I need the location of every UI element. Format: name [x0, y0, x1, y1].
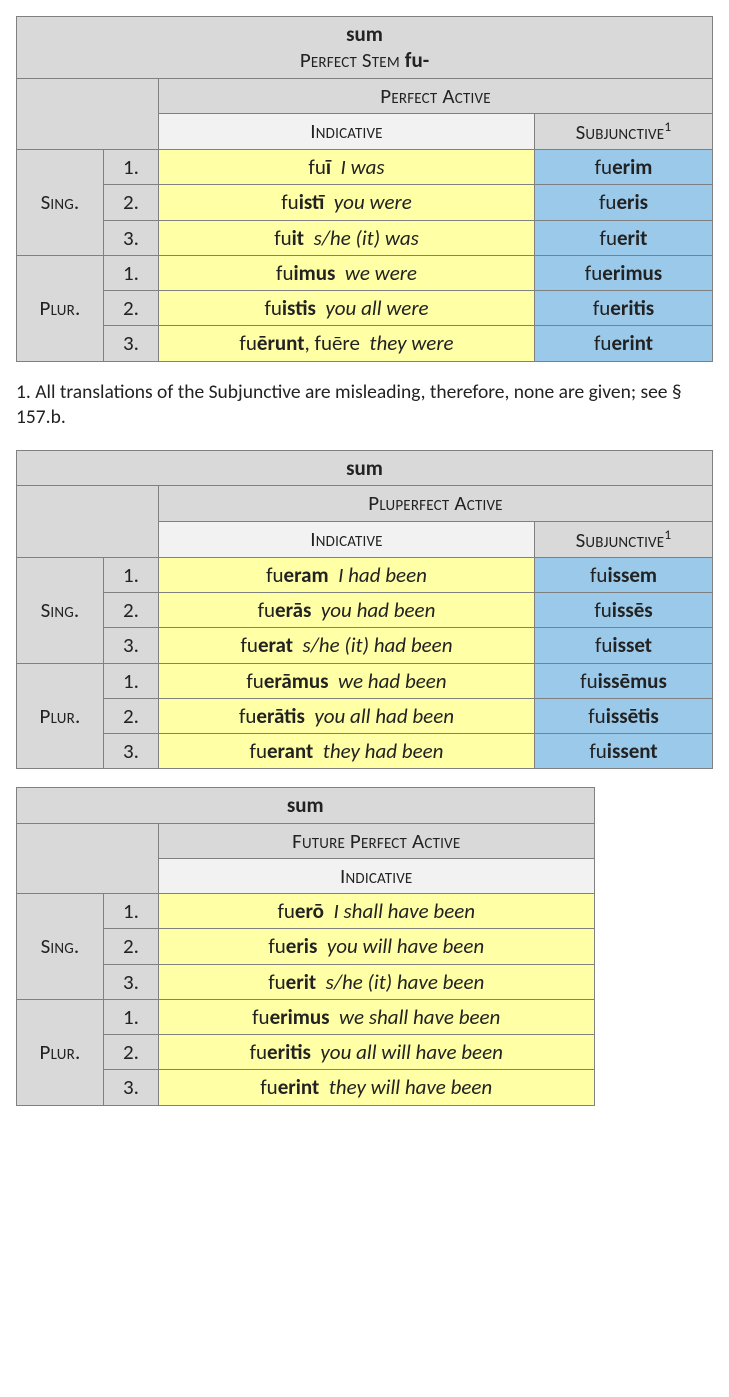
subjunctive-cell: fueritis — [535, 291, 713, 326]
row-num: 3. — [104, 220, 159, 255]
sing-label: Sing. — [17, 150, 104, 256]
tense-header: Pluperfect Active — [159, 486, 713, 521]
row-num: 1. — [104, 999, 159, 1034]
row-num: 2. — [104, 929, 159, 964]
row-num: 1. — [104, 894, 159, 929]
subjunctive-cell: fuissētis — [535, 698, 713, 733]
indicative-cell: fuerimus we shall have been — [159, 999, 595, 1034]
indicative-cell: fuerō I shall have been — [159, 894, 595, 929]
plur-label: Plur. — [17, 255, 104, 361]
subjunctive-cell: fueris — [535, 185, 713, 220]
subjunctive-cell: fuisset — [535, 628, 713, 663]
row-num: 1. — [104, 255, 159, 290]
table1-title: sum Perfect Stem fu- — [17, 17, 713, 79]
indicative-cell: fuistis you all were — [159, 291, 535, 326]
indicative-cell: fuerātis you all had been — [159, 698, 535, 733]
row-num: 3. — [104, 1070, 159, 1105]
indicative-cell: fuerant they had been — [159, 734, 535, 769]
empty-corner — [17, 486, 159, 558]
row-num: 3. — [104, 734, 159, 769]
indicative-cell: fuit s/he (it) was — [159, 220, 535, 255]
indicative-cell: fuerāmus we had been — [159, 663, 535, 698]
title-stem-label: Perfect Stem — [300, 47, 405, 73]
indicative-cell: fuistī you were — [159, 185, 535, 220]
indicative-header: Indicative — [159, 521, 535, 557]
row-num: 3. — [104, 628, 159, 663]
table2-title: sum — [17, 451, 713, 486]
indicative-cell: fuerat s/he (it) had been — [159, 628, 535, 663]
subjunctive-cell: fuerimus — [535, 255, 713, 290]
row-num: 1. — [104, 150, 159, 185]
tense-header: Future Perfect Active — [159, 823, 595, 858]
pluperfect-active-table: sum Pluperfect Active Indicative Subjunc… — [16, 450, 713, 769]
footnote-1: 1. All translations of the Subjunctive a… — [16, 380, 713, 431]
row-num: 2. — [104, 1035, 159, 1070]
indicative-cell: fuī I was — [159, 150, 535, 185]
indicative-cell: fuerit s/he (it) have been — [159, 964, 595, 999]
indicative-header: Indicative — [159, 113, 535, 149]
row-num: 3. — [104, 964, 159, 999]
subjunctive-header: Subjunctive1 — [535, 113, 713, 149]
row-num: 1. — [104, 557, 159, 592]
perfect-active-table: sum Perfect Stem fu- Perfect Active Indi… — [16, 16, 713, 362]
row-num: 2. — [104, 291, 159, 326]
row-num: 2. — [104, 593, 159, 628]
subjunctive-cell: fuerint — [535, 326, 713, 361]
indicative-cell: fuimus we were — [159, 255, 535, 290]
row-num: 3. — [104, 326, 159, 361]
subjunctive-cell: fuissēmus — [535, 663, 713, 698]
plur-label: Plur. — [17, 999, 104, 1105]
subjunctive-cell: fuissem — [535, 557, 713, 592]
subjunctive-cell: fuerit — [535, 220, 713, 255]
row-num: 1. — [104, 663, 159, 698]
future-perfect-active-table: sum Future Perfect Active Indicative Sin… — [16, 787, 595, 1105]
subjunctive-cell: fuissēs — [535, 593, 713, 628]
indicative-cell: fueram I had been — [159, 557, 535, 592]
subjunctive-cell: fuissent — [535, 734, 713, 769]
indicative-cell: fuērunt, fuēre they were — [159, 326, 535, 361]
indicative-cell: fueris you will have been — [159, 929, 595, 964]
indicative-cell: fuerint they will have been — [159, 1070, 595, 1105]
indicative-cell: fuerās you had been — [159, 593, 535, 628]
sing-label: Sing. — [17, 894, 104, 1000]
empty-corner — [17, 78, 159, 150]
title-stem: fu- — [405, 47, 429, 73]
table3-title: sum — [17, 788, 595, 823]
row-num: 2. — [104, 185, 159, 220]
sing-label: Sing. — [17, 557, 104, 663]
indicative-header: Indicative — [159, 858, 595, 893]
subjunctive-cell: fuerim — [535, 150, 713, 185]
plur-label: Plur. — [17, 663, 104, 769]
subjunctive-header: Subjunctive1 — [535, 521, 713, 557]
tense-header: Perfect Active — [159, 78, 713, 113]
indicative-cell: fueritis you all will have been — [159, 1035, 595, 1070]
empty-corner — [17, 823, 159, 894]
row-num: 2. — [104, 698, 159, 733]
title-verb: sum — [346, 21, 383, 47]
